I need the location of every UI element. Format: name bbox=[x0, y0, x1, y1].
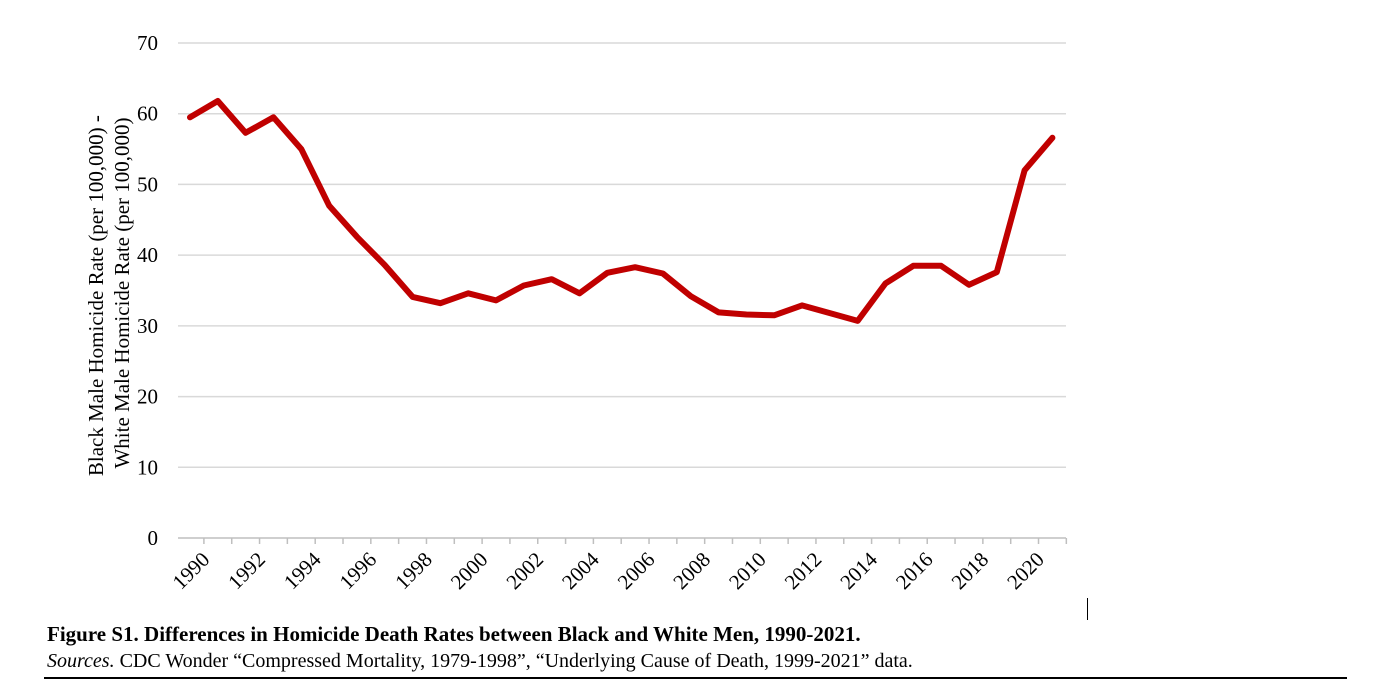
x-tick-label: 1994 bbox=[279, 547, 326, 594]
gridlines bbox=[178, 42, 1066, 469]
x-tick-label: 1998 bbox=[390, 547, 437, 594]
x-tick-label: 2000 bbox=[446, 547, 493, 594]
y-tick-label: 40 bbox=[137, 243, 158, 267]
x-axis bbox=[178, 537, 1068, 544]
bottom-rule bbox=[44, 677, 1347, 679]
x-tick-labels: 1990 1992 1994 1996 1998 2000 2002 2004 2006 2008… bbox=[168, 547, 1049, 594]
x-tick-label: 1996 bbox=[335, 547, 382, 594]
x-tick-label: 2020 bbox=[1002, 547, 1049, 594]
series-lines bbox=[187, 98, 1056, 324]
x-tick-label: 2014 bbox=[835, 547, 882, 594]
x-tick-label: 2018 bbox=[947, 547, 994, 594]
y-tick-label: 50 bbox=[137, 172, 158, 196]
line-chart: 0 10 20 30 40 50 60 70 1990 1992 1994 1996 1998 2000… bbox=[84, 31, 1068, 594]
x-tick-label: 2012 bbox=[780, 547, 827, 594]
series-line bbox=[187, 98, 1056, 324]
x-tick-label: 1990 bbox=[168, 547, 215, 594]
y-tick-labels: 0 10 20 30 40 50 60 70 bbox=[137, 31, 158, 550]
x-tick-label: 2016 bbox=[891, 547, 938, 594]
text-cursor bbox=[1087, 598, 1088, 620]
x-tick-label: 1992 bbox=[223, 547, 270, 594]
x-tick-label: 2002 bbox=[501, 547, 548, 594]
y-tick-label: 30 bbox=[137, 314, 158, 338]
sources-label: Sources. bbox=[47, 650, 115, 672]
y-tick-label: 70 bbox=[137, 31, 158, 55]
y-axis-label: Black Male Homicide Rate (per 100,000) -… bbox=[84, 110, 134, 476]
sources-text: CDC Wonder “Compressed Mortality, 1979-1… bbox=[114, 650, 913, 672]
y-tick-label: 60 bbox=[137, 102, 158, 126]
figure-caption: Figure S1. Differences in Homicide Death… bbox=[47, 622, 861, 646]
y-tick-label: 0 bbox=[148, 526, 159, 550]
y-axis-label-line-1: Black Male Homicide Rate (per 100,000) - bbox=[84, 115, 108, 476]
x-tick-label: 2006 bbox=[613, 547, 660, 594]
x-tick-label: 2008 bbox=[668, 547, 715, 594]
y-tick-label: 20 bbox=[137, 385, 158, 409]
x-tick-label: 2010 bbox=[724, 547, 771, 594]
sources-note: Sources. CDC Wonder “Compressed Mortalit… bbox=[47, 650, 913, 673]
y-axis-label-line-2: White Male Homicide Rate (per 100,000) bbox=[110, 117, 134, 468]
x-tick-label: 2004 bbox=[557, 547, 604, 594]
y-tick-label: 10 bbox=[137, 455, 158, 479]
